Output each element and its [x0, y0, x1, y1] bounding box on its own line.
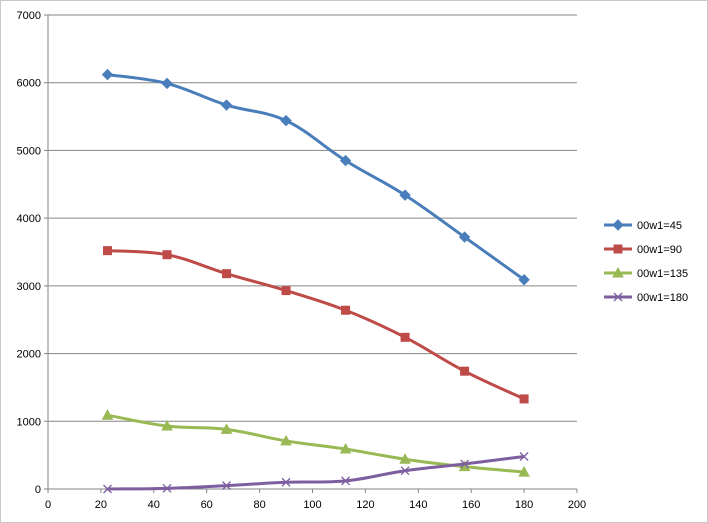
y-tick-label: 6000 — [17, 78, 41, 90]
x-tick-label: 0 — [45, 499, 51, 511]
y-tick-label: 2000 — [17, 349, 41, 361]
data-point — [519, 452, 529, 461]
x-tick-label: 120 — [356, 499, 374, 511]
data-point — [222, 269, 232, 279]
data-point — [280, 114, 292, 127]
axes: 0 1000 2000 3000 4000 5000 6000 7000 0 20 40 60 80 10… — [17, 10, 587, 511]
data-point — [101, 68, 114, 81]
x-tick-label: 100 — [303, 499, 321, 511]
data-point — [103, 484, 112, 494]
data-point — [518, 274, 530, 286]
data-point — [281, 286, 291, 296]
data-point — [339, 443, 352, 454]
data-point — [162, 250, 172, 260]
legend-marker — [613, 292, 623, 302]
data-point — [162, 483, 172, 493]
data-point — [222, 481, 231, 491]
series-lines — [101, 68, 530, 494]
x-tick-label: 80 — [253, 499, 265, 511]
x-tick-label: 140 — [409, 499, 427, 511]
y-tick-label: 1000 — [17, 416, 41, 428]
data-point — [341, 305, 351, 315]
data-point — [341, 476, 351, 486]
legend-label: 00w1=90 — [637, 244, 682, 256]
data-point — [460, 459, 470, 469]
data-point — [220, 423, 233, 434]
data-point — [519, 394, 529, 404]
data-point — [280, 434, 292, 446]
data-point — [400, 466, 410, 476]
data-point — [161, 419, 173, 431]
data-point — [518, 466, 530, 477]
data-point — [281, 477, 291, 487]
data-point — [220, 99, 233, 111]
legend-marker — [612, 219, 624, 231]
data-point — [458, 231, 471, 243]
series-line-4 — [107, 455, 525, 491]
series-line-3 — [107, 413, 525, 474]
x-tick-label: 180 — [515, 499, 533, 511]
y-tick-label: 0 — [35, 484, 41, 496]
x-tick-label: 20 — [95, 499, 107, 511]
series-line-2 — [107, 249, 525, 401]
data-point — [399, 453, 411, 464]
legend: 00w1=45 00w1=90 00w1=135 00w1=180 — [604, 219, 688, 304]
x-tick-label: 40 — [148, 499, 160, 511]
legend-label: 00w1=135 — [637, 268, 688, 280]
legend-label: 00w1=180 — [637, 292, 688, 304]
x-tick-label: 160 — [462, 499, 480, 511]
x-tick-label: 60 — [201, 499, 213, 511]
y-tick-label: 3000 — [17, 281, 41, 293]
legend-marker — [612, 266, 624, 278]
data-point — [161, 77, 173, 90]
y-tick-label: 5000 — [17, 145, 41, 157]
legend-marker — [613, 244, 623, 254]
data-point — [101, 409, 114, 420]
series-line-1 — [107, 73, 525, 281]
y-tick-label: 7000 — [17, 10, 41, 22]
data-point — [400, 332, 410, 342]
y-tick-label: 4000 — [17, 213, 41, 225]
legend-label: 00w1=45 — [637, 220, 682, 232]
data-point — [339, 154, 352, 167]
x-tick-label: 200 — [568, 499, 586, 511]
data-point — [460, 366, 470, 376]
data-point — [399, 189, 411, 201]
data-point — [103, 246, 113, 256]
